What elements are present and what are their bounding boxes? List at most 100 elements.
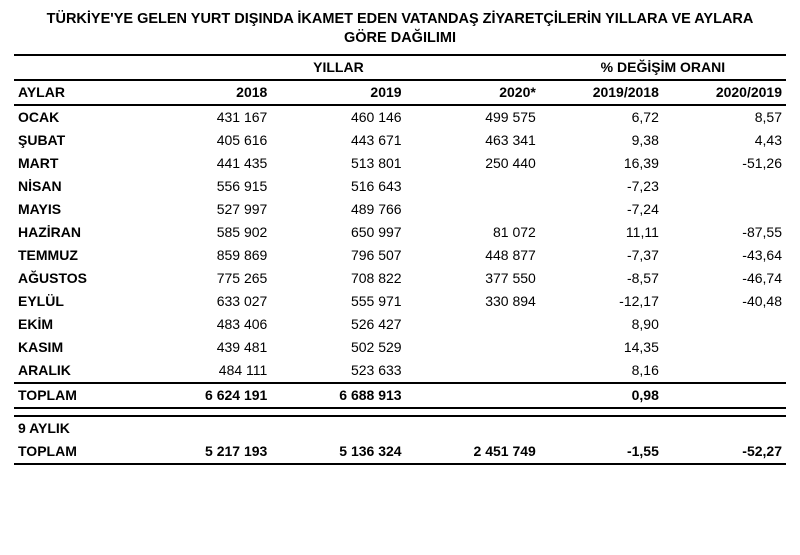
total-2020	[406, 383, 540, 408]
month-cell: HAZİRAN	[14, 221, 137, 244]
value-cell	[663, 198, 786, 221]
value-cell: 555 971	[271, 290, 405, 313]
table-row: OCAK431 167460 146499 5756,728,57	[14, 105, 786, 129]
value-cell: 483 406	[137, 313, 271, 336]
table-row: MART441 435513 801250 44016,39-51,26	[14, 152, 786, 175]
value-cell: 443 671	[271, 129, 405, 152]
nine-total-2018: 5 217 193	[137, 440, 271, 464]
table-row: TEMMUZ859 869796 507448 877-7,37-43,64	[14, 244, 786, 267]
value-cell: 513 801	[271, 152, 405, 175]
nine-total-2019: 5 136 324	[271, 440, 405, 464]
value-cell: 526 427	[271, 313, 405, 336]
group-header-row: YILLAR % DEĞİŞİM ORANI	[14, 55, 786, 80]
value-cell: 499 575	[406, 105, 540, 129]
value-cell	[406, 336, 540, 359]
value-cell: 463 341	[406, 129, 540, 152]
nine-month-label-1: 9 AYLIK	[14, 416, 137, 440]
value-cell: 14,35	[540, 336, 663, 359]
spacer-row	[14, 408, 786, 416]
month-cell: KASIM	[14, 336, 137, 359]
nine-change-20-19: -52,27	[663, 440, 786, 464]
value-cell	[663, 313, 786, 336]
value-cell: 650 997	[271, 221, 405, 244]
value-cell: 527 997	[137, 198, 271, 221]
header-2020: 2020*	[406, 80, 540, 105]
nine-month-label-2: TOPLAM	[14, 440, 137, 464]
blank-cell	[14, 55, 137, 80]
table-row: ARALIK484 111523 6338,16	[14, 359, 786, 383]
value-cell: 775 265	[137, 267, 271, 290]
month-cell: OCAK	[14, 105, 137, 129]
total-row: TOPLAM 6 624 191 6 688 913 0,98	[14, 383, 786, 408]
total-change-20-19	[663, 383, 786, 408]
value-cell: -40,48	[663, 290, 786, 313]
group-years-header: YILLAR	[137, 55, 540, 80]
table-row: EYLÜL633 027555 971330 894-12,17-40,48	[14, 290, 786, 313]
value-cell	[663, 175, 786, 198]
header-2018: 2018	[137, 80, 271, 105]
value-cell: 708 822	[271, 267, 405, 290]
value-cell	[406, 175, 540, 198]
value-cell: 8,16	[540, 359, 663, 383]
value-cell: 377 550	[406, 267, 540, 290]
value-cell: 250 440	[406, 152, 540, 175]
month-cell: ŞUBAT	[14, 129, 137, 152]
month-cell: MAYIS	[14, 198, 137, 221]
value-cell: -8,57	[540, 267, 663, 290]
header-months: AYLAR	[14, 80, 137, 105]
value-cell: 8,57	[663, 105, 786, 129]
value-cell: -12,17	[540, 290, 663, 313]
value-cell: 633 027	[137, 290, 271, 313]
nine-change-19-18: -1,55	[540, 440, 663, 464]
value-cell: 439 481	[137, 336, 271, 359]
value-cell: -46,74	[663, 267, 786, 290]
value-cell: 11,11	[540, 221, 663, 244]
value-cell: 448 877	[406, 244, 540, 267]
nine-month-total-row: TOPLAM 5 217 193 5 136 324 2 451 749 -1,…	[14, 440, 786, 464]
month-cell: TEMMUZ	[14, 244, 137, 267]
total-label: TOPLAM	[14, 383, 137, 408]
month-cell: EYLÜL	[14, 290, 137, 313]
month-cell: NİSAN	[14, 175, 137, 198]
value-cell: 484 111	[137, 359, 271, 383]
value-cell: 16,39	[540, 152, 663, 175]
page-title: TÜRKİYE'YE GELEN YURT DIŞINDA İKAMET EDE…	[14, 8, 786, 54]
month-cell: AĞUSTOS	[14, 267, 137, 290]
value-cell	[406, 313, 540, 336]
nine-total-2020: 2 451 749	[406, 440, 540, 464]
value-cell: 460 146	[271, 105, 405, 129]
total-change-19-18: 0,98	[540, 383, 663, 408]
value-cell: 516 643	[271, 175, 405, 198]
total-2018: 6 624 191	[137, 383, 271, 408]
value-cell	[663, 359, 786, 383]
value-cell: -87,55	[663, 221, 786, 244]
value-cell: 330 894	[406, 290, 540, 313]
value-cell: 81 072	[406, 221, 540, 244]
table-row: HAZİRAN585 902650 99781 07211,11-87,55	[14, 221, 786, 244]
column-header-row: AYLAR 2018 2019 2020* 2019/2018 2020/201…	[14, 80, 786, 105]
table-row: ŞUBAT405 616443 671463 3419,384,43	[14, 129, 786, 152]
nine-month-label-row: 9 AYLIK	[14, 416, 786, 440]
value-cell: 8,90	[540, 313, 663, 336]
header-2019: 2019	[271, 80, 405, 105]
value-cell	[406, 359, 540, 383]
total-2019: 6 688 913	[271, 383, 405, 408]
value-cell: 859 869	[137, 244, 271, 267]
value-cell: -7,23	[540, 175, 663, 198]
month-cell: ARALIK	[14, 359, 137, 383]
table-row: MAYIS527 997489 766-7,24	[14, 198, 786, 221]
value-cell: 796 507	[271, 244, 405, 267]
value-cell: 585 902	[137, 221, 271, 244]
value-cell: 441 435	[137, 152, 271, 175]
value-cell	[663, 336, 786, 359]
group-change-header: % DEĞİŞİM ORANI	[540, 55, 786, 80]
value-cell: 431 167	[137, 105, 271, 129]
month-cell: EKİM	[14, 313, 137, 336]
value-cell: 9,38	[540, 129, 663, 152]
value-cell: -51,26	[663, 152, 786, 175]
value-cell	[406, 198, 540, 221]
header-change-19-18: 2019/2018	[540, 80, 663, 105]
value-cell: 405 616	[137, 129, 271, 152]
value-cell: -43,64	[663, 244, 786, 267]
value-cell: 502 529	[271, 336, 405, 359]
